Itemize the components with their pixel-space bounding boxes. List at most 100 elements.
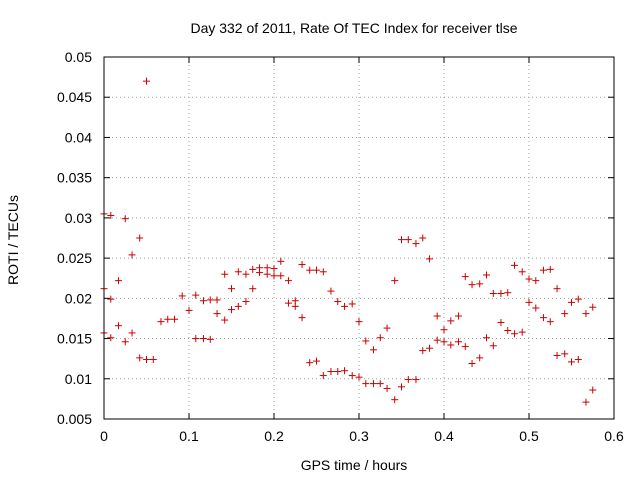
x-tick-label: 0 <box>100 428 108 444</box>
data-point <box>433 312 441 320</box>
data-point <box>143 77 150 85</box>
data-point <box>568 358 575 366</box>
data-point <box>348 372 356 380</box>
data-point <box>277 257 285 265</box>
y-tick-label: 0.035 <box>57 170 92 186</box>
data-point <box>391 277 399 285</box>
data-point <box>171 315 179 323</box>
y-tick-label: 0.02 <box>65 290 92 306</box>
data-point <box>228 285 235 293</box>
data-point <box>277 272 285 280</box>
data-point <box>249 285 257 293</box>
data-point <box>532 277 540 285</box>
data-point <box>404 236 412 244</box>
data-point <box>121 338 129 346</box>
plot-border <box>103 56 615 420</box>
data-point <box>256 269 264 277</box>
y-tick-label: 0.05 <box>65 49 92 65</box>
data-point <box>355 373 363 381</box>
data-point <box>185 306 193 314</box>
data-point <box>511 261 519 269</box>
data-point <box>334 298 342 306</box>
data-point <box>461 343 469 351</box>
data-point <box>136 234 144 242</box>
data-point <box>383 324 391 332</box>
y-tick-label: 0.025 <box>57 250 92 266</box>
chart-title: Day 332 of 2011, Rate Of TEC Index for r… <box>190 20 517 36</box>
x-tick-label: 0.5 <box>519 428 539 444</box>
data-point <box>369 380 377 388</box>
data-point <box>128 329 136 337</box>
data-point <box>376 380 384 388</box>
data-point <box>553 351 561 359</box>
data-point <box>561 350 569 358</box>
data-point <box>306 266 314 274</box>
data-point <box>291 302 299 310</box>
data-point <box>362 337 370 345</box>
data-point <box>546 265 554 273</box>
data-point <box>362 380 370 388</box>
data-point <box>199 297 207 305</box>
data-point <box>369 346 377 354</box>
data-point <box>483 334 490 342</box>
data-point <box>539 314 547 322</box>
grid-lines <box>104 57 614 419</box>
data-point <box>334 368 342 376</box>
y-tick-label: 0.01 <box>65 371 92 387</box>
data-point <box>476 354 484 362</box>
data-points <box>100 77 597 406</box>
x-tick-label: 0.1 <box>179 428 199 444</box>
data-point <box>561 310 569 318</box>
data-point <box>355 318 363 326</box>
data-point <box>270 265 278 273</box>
data-point <box>107 295 115 303</box>
data-point <box>426 344 434 352</box>
data-point <box>489 342 497 350</box>
data-point <box>383 384 391 392</box>
data-point <box>319 372 327 380</box>
data-point <box>327 287 335 295</box>
data-point <box>518 328 526 336</box>
data-point <box>391 396 399 404</box>
data-point <box>242 270 250 278</box>
y-tick-label: 0.015 <box>57 331 92 347</box>
data-point <box>539 266 547 274</box>
data-point <box>568 298 575 306</box>
data-point <box>149 355 157 363</box>
data-point <box>461 273 469 281</box>
y-tick-labels: 0.005 0.01 0.015 0.02 0.025 0.03 0.035 0.04 0.04… <box>57 49 92 427</box>
data-point <box>398 236 405 244</box>
data-point <box>213 310 221 318</box>
data-point <box>582 310 590 318</box>
data-point <box>249 265 257 273</box>
data-point <box>263 264 271 272</box>
data-point <box>426 255 434 263</box>
data-point <box>114 277 122 285</box>
data-point <box>518 268 526 276</box>
data-point <box>525 275 533 283</box>
data-point <box>107 334 115 342</box>
data-point <box>221 316 229 324</box>
data-point <box>242 298 250 306</box>
data-point <box>376 334 384 342</box>
data-point <box>284 299 292 307</box>
data-point <box>298 314 306 322</box>
y-tick-label: 0.005 <box>57 411 92 427</box>
data-point <box>589 303 597 311</box>
data-point <box>412 240 420 248</box>
data-point <box>206 335 214 343</box>
data-point <box>157 318 165 326</box>
data-point <box>454 312 462 320</box>
data-point <box>497 290 505 298</box>
data-point <box>164 315 172 323</box>
data-point <box>447 317 455 325</box>
data-point <box>213 296 221 304</box>
x-tick-label: 0.6 <box>604 428 624 444</box>
data-point <box>433 336 441 344</box>
data-point <box>532 304 540 312</box>
data-point <box>206 296 214 304</box>
data-point <box>412 376 420 384</box>
data-point <box>574 295 582 303</box>
